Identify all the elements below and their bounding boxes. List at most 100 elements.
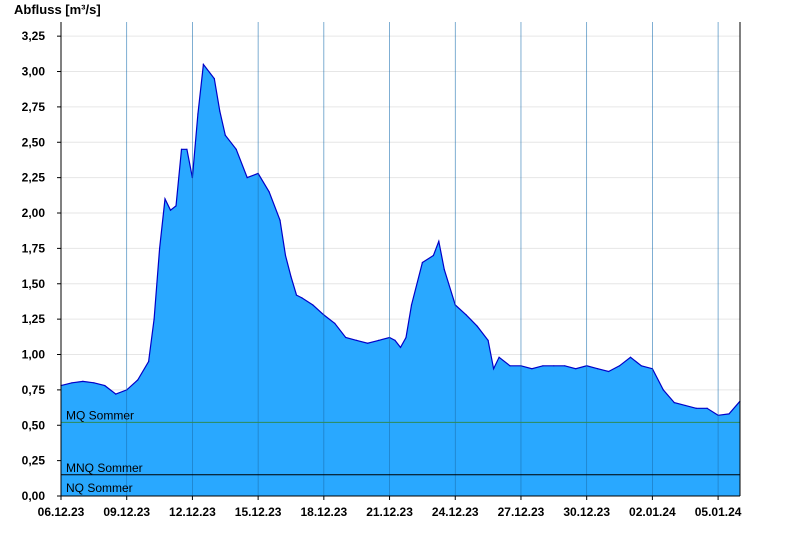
- data-point-4: [104, 385, 106, 387]
- x-tick-label-2: 12.12.23: [169, 505, 216, 519]
- y-tick-label-12: 3,00: [22, 65, 46, 79]
- data-point-19: [213, 77, 215, 80]
- data-point-45: [438, 240, 440, 242]
- data-point-61: [597, 368, 599, 370]
- data-point-36: [367, 342, 369, 344]
- data-point-53: [509, 365, 511, 367]
- data-point-56: [542, 365, 544, 367]
- axes: [57, 22, 741, 500]
- ref-label-1: MNQ Sommer: [66, 461, 143, 475]
- y-tick-label-11: 2,75: [22, 100, 46, 114]
- data-point-69: [684, 404, 686, 407]
- data-point-49: [476, 325, 478, 327]
- data-point-33: [334, 322, 336, 324]
- data-point-65: [640, 365, 643, 367]
- x-tick-label-9: 02.01.24: [629, 505, 676, 519]
- y-axis-label: Abfluss [m³/s]: [14, 2, 101, 17]
- data-point-68: [673, 402, 675, 404]
- data-point-63: [618, 365, 621, 367]
- x-tick-label-5: 21.12.23: [366, 505, 413, 519]
- y-tick-label-7: 1,75: [22, 241, 46, 255]
- data-point-8: [148, 360, 150, 363]
- data-point-42: [410, 304, 413, 306]
- data-point-23: [246, 177, 248, 179]
- data-point-51: [492, 368, 495, 370]
- y-tick-label-13: 3,25: [22, 29, 46, 43]
- x-tick-label-3: 15.12.23: [235, 505, 282, 519]
- data-point-39: [394, 339, 396, 341]
- data-point-7: [137, 379, 139, 381]
- data-point-67: [662, 389, 664, 391]
- data-point-15: [186, 148, 188, 150]
- data-point-73: [728, 413, 730, 415]
- data-point-59: [575, 368, 577, 370]
- discharge-fill: [61, 64, 740, 497]
- y-tick-label-9: 2,25: [22, 171, 46, 185]
- data-point-29: [295, 294, 298, 296]
- date-grid-lines: [126, 22, 719, 496]
- x-tick-label-4: 18.12.23: [300, 505, 347, 519]
- data-point-55: [531, 368, 533, 370]
- y-tick-label-10: 2,50: [22, 135, 46, 149]
- data-point-12: [169, 209, 172, 211]
- x-tick-label-10: 05.01.24: [695, 505, 742, 519]
- data-point-52: [498, 356, 500, 358]
- y-tick-labels: 0,00 0,25 0,50 0,75 1,00 1,25 1,50 1,75 2,00 2,25…: [22, 29, 46, 503]
- data-point-40: [399, 346, 402, 349]
- ref-label-0: MQ Sommer: [66, 408, 134, 422]
- data-point-3: [93, 382, 95, 384]
- ref-label-2: NQ Sommer: [66, 481, 133, 495]
- data-point-21: [224, 134, 226, 136]
- data-point-17: [197, 113, 199, 115]
- data-point-18: [202, 63, 204, 66]
- data-point-43: [421, 261, 424, 264]
- data-point-46: [443, 269, 445, 271]
- reference-lines: MQ Sommer MNQ Sommer NQ Sommer: [61, 408, 740, 495]
- data-point-57: [553, 365, 555, 367]
- data-point-71: [706, 407, 708, 409]
- data-point-41: [405, 336, 407, 339]
- data-point-20: [219, 110, 221, 112]
- y-tick-label-5: 1,25: [22, 312, 46, 326]
- data-point-44: [432, 254, 434, 257]
- y-tick-label-3: 0,75: [22, 383, 46, 397]
- data-point-37: [377, 339, 380, 341]
- y-tick-label-2: 0,50: [22, 418, 46, 432]
- data-point-28: [290, 276, 292, 278]
- x-tick-label-7: 27.12.23: [498, 505, 545, 519]
- data-point-9: [153, 318, 155, 320]
- y-tick-label-4: 1,00: [22, 348, 46, 362]
- data-point-2: [82, 380, 84, 382]
- x-tick-label-0: 06.12.23: [38, 505, 85, 519]
- data-point-25: [268, 191, 270, 193]
- data-point-26: [279, 219, 281, 221]
- data-point-22: [235, 148, 237, 150]
- data-point-58: [564, 365, 566, 367]
- y-tick-label-1: 0,25: [22, 454, 46, 468]
- data-point-27: [284, 254, 287, 257]
- y-tick-label-8: 2,00: [22, 206, 46, 220]
- data-point-50: [487, 339, 489, 341]
- data-point-62: [607, 370, 610, 373]
- discharge-area: [60, 62, 741, 497]
- data-point-64: [629, 356, 632, 358]
- data-point-10: [158, 247, 161, 249]
- data-point-5: [115, 393, 117, 395]
- data-point-34: [345, 336, 347, 339]
- x-tick-label-1: 09.12.23: [103, 505, 150, 519]
- data-point-11: [164, 198, 166, 200]
- data-point-14: [180, 148, 183, 150]
- x-tick-label-8: 30.12.23: [563, 505, 610, 519]
- data-point-1: [71, 382, 73, 384]
- data-point-30: [301, 297, 303, 299]
- x-tick-label-6: 24.12.23: [432, 505, 479, 519]
- data-point-13: [175, 205, 177, 207]
- data-point-48: [465, 314, 467, 316]
- data-point-31: [312, 304, 314, 306]
- data-point-35: [356, 339, 358, 341]
- data-point-70: [695, 407, 697, 409]
- y-tick-label-6: 1,50: [22, 277, 46, 291]
- x-tick-labels: 06.12.23 09.12.23 12.12.23 15.12.23 18.12.23…: [38, 505, 742, 519]
- y-tick-label-0: 0,00: [22, 489, 46, 503]
